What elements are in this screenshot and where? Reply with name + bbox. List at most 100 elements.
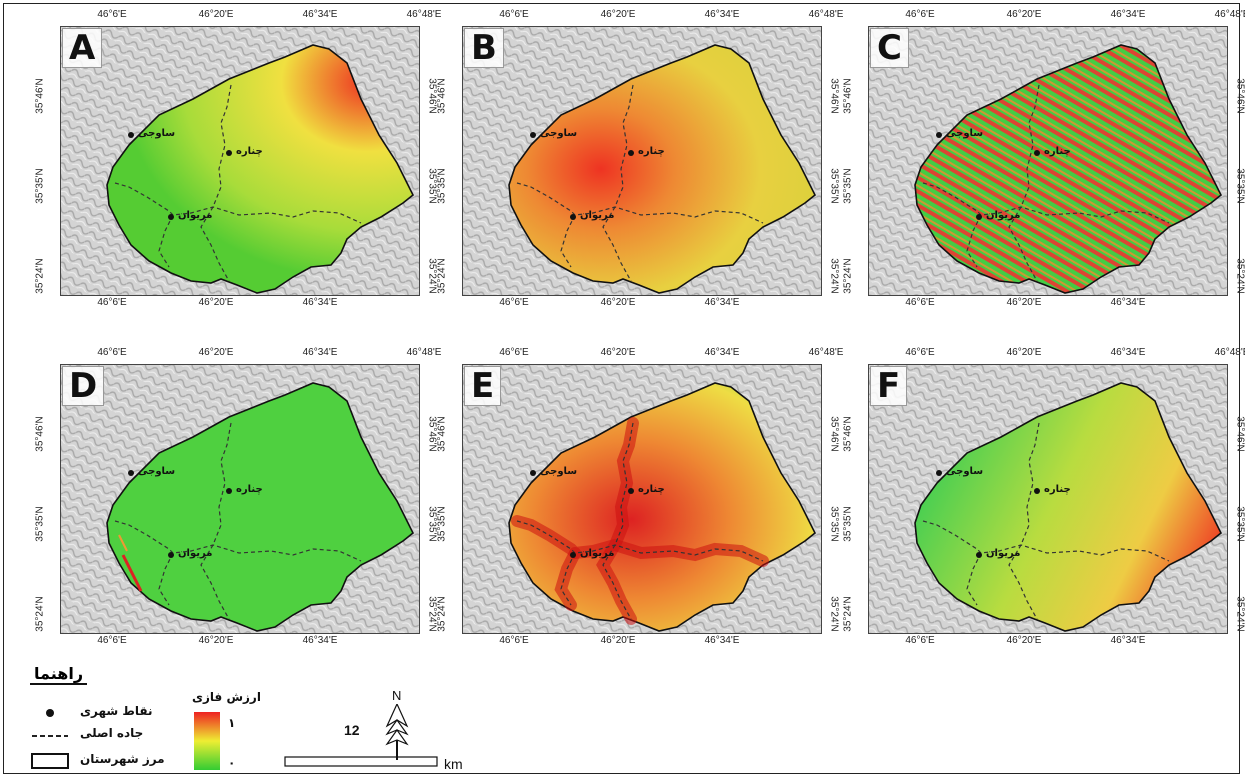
- city-label-chenareh: چناره: [1044, 484, 1071, 495]
- lon-tick-top: 46°34'E: [1110, 347, 1146, 358]
- city-point: [128, 132, 134, 138]
- city-label-chenareh: چناره: [638, 484, 665, 495]
- lat-tick-left: 35°35'N: [842, 506, 854, 542]
- lon-tick-top: 46°20'E: [600, 347, 636, 358]
- lat-tick-left: 35°35'N: [842, 168, 854, 204]
- main-road: [560, 214, 576, 268]
- main-road: [114, 520, 362, 562]
- legend-city-points: نقاط شهری: [80, 704, 153, 718]
- city-label-marivan: مریوان: [986, 210, 1020, 221]
- city-point: [936, 470, 942, 476]
- city-point: [628, 150, 634, 156]
- lat-tick-left: 35°46'N: [34, 78, 46, 114]
- main-road: [1008, 422, 1040, 620]
- lon-tick-bottom: 46°6'E: [97, 297, 127, 308]
- city-point: [936, 132, 942, 138]
- legend-title: راهنما: [30, 664, 88, 685]
- city-point: [570, 214, 576, 220]
- lon-tick-top: 46°6'E: [97, 9, 127, 20]
- city-point: [530, 470, 536, 476]
- city-label-sarvabad: ساوجی: [138, 466, 175, 477]
- city-point: [976, 552, 982, 558]
- map-area: ساوجی چناره مریوان: [60, 364, 420, 634]
- lon-tick-bottom: 46°6'E: [905, 297, 935, 308]
- lat-tick-right: 35°24'N: [1234, 258, 1245, 294]
- city-point: [168, 214, 174, 220]
- lat-tick-left: 35°35'N: [34, 168, 46, 204]
- panel-letter: B: [464, 28, 504, 68]
- city-label-sarvabad: ساوجی: [946, 466, 983, 477]
- map-area: ساوجی چناره مریوان: [462, 26, 822, 296]
- city-point: [1034, 150, 1040, 156]
- main-road: [922, 182, 1170, 224]
- main-road: [602, 422, 634, 620]
- main-road: [114, 182, 362, 224]
- main-road: [560, 552, 576, 606]
- lat-tick-right: 35°24'N: [1234, 596, 1245, 632]
- legend-county-boundary: مرز شهرستان: [80, 752, 165, 766]
- legend-low-value: ۰: [228, 756, 236, 770]
- lon-tick-top: 46°20'E: [600, 9, 636, 20]
- map-area: ساوجی چناره مریوان: [868, 26, 1228, 296]
- lat-tick-left: 35°46'N: [842, 416, 854, 452]
- map-panel-d: 46°6'E 46°20'E 46°34'E 46°48'E 46°6'E 46°20'E…: [30, 344, 442, 646]
- panel-letter: E: [464, 366, 502, 406]
- lon-tick-top: 46°34'E: [1110, 9, 1146, 20]
- lon-tick-bottom: 46°6'E: [905, 635, 935, 646]
- lon-tick-bottom: 46°6'E: [499, 297, 529, 308]
- lon-tick-top: 46°6'E: [905, 9, 935, 20]
- city-point: [530, 132, 536, 138]
- main-road: [200, 84, 232, 282]
- map-panel-c: 46°6'E 46°20'E 46°34'E 46°48'E 46°6'E 46°20'E…: [838, 6, 1245, 308]
- city-point-icon: [46, 709, 54, 717]
- map-panel-e: 46°6'E 46°20'E 46°34'E 46°48'E 46°6'E 46°20'E…: [432, 344, 844, 646]
- lon-tick-bottom: 46°20'E: [198, 297, 234, 308]
- legend-high-value: ۱: [228, 716, 236, 730]
- map-area: ساوجی چناره مریوان: [462, 364, 822, 634]
- lon-tick-bottom: 46°20'E: [198, 635, 234, 646]
- city-point: [226, 488, 232, 494]
- city-label-marivan: مریوان: [178, 210, 212, 221]
- city-label-marivan: مریوان: [580, 210, 614, 221]
- main-road: [158, 552, 174, 606]
- lon-tick-top: 46°20'E: [1006, 347, 1042, 358]
- county-polygon: [106, 382, 415, 632]
- scale-unit: km: [444, 756, 463, 772]
- lon-tick-bottom: 46°34'E: [1110, 635, 1146, 646]
- city-point: [570, 552, 576, 558]
- lat-tick-left: 35°24'N: [842, 258, 854, 294]
- lon-tick-bottom: 46°20'E: [1006, 635, 1042, 646]
- main-road: [922, 520, 1170, 562]
- lon-tick-top: 46°48'E: [406, 9, 442, 20]
- lon-tick-bottom: 46°20'E: [600, 635, 636, 646]
- map-panel-b: 46°6'E 46°20'E 46°34'E 46°48'E 46°6'E 46°20'E…: [432, 6, 844, 308]
- county-polygon: [508, 382, 817, 632]
- lon-tick-top: 46°20'E: [1006, 9, 1042, 20]
- panel-letter: F: [870, 366, 908, 406]
- main-road: [966, 552, 982, 606]
- lat-tick-left: 35°35'N: [436, 506, 448, 542]
- lon-tick-top: 46°6'E: [499, 347, 529, 358]
- legend: راهنما نقاط شهری جاده اصلی مرز شهرستان ا…: [0, 660, 600, 772]
- lat-tick-right: 35°46'N: [1234, 78, 1245, 114]
- city-label-marivan: مریوان: [178, 548, 212, 559]
- fuzzy-ramp: [194, 712, 220, 770]
- county-polygon: [508, 44, 817, 294]
- main-road: [516, 520, 764, 562]
- north-label: N: [392, 688, 402, 703]
- lat-tick-left: 35°24'N: [34, 596, 46, 632]
- main-road: [602, 84, 634, 282]
- city-point: [226, 150, 232, 156]
- lon-tick-top: 46°48'E: [1214, 9, 1245, 20]
- city-label-chenareh: چناره: [638, 146, 665, 157]
- map-panel-a: 46°6'E 46°20'E 46°34'E 46°48'E 46°6'E 46°20'E…: [30, 6, 442, 308]
- lat-tick-left: 35°46'N: [34, 416, 46, 452]
- lon-tick-top: 46°6'E: [97, 347, 127, 358]
- lon-tick-top: 46°20'E: [198, 9, 234, 20]
- map-area: ساوجی چناره مریوان: [868, 364, 1228, 634]
- county-polygon: [914, 382, 1223, 632]
- lat-tick-left: 35°35'N: [34, 506, 46, 542]
- main-road-icon: [32, 735, 68, 737]
- lon-tick-top: 46°6'E: [499, 9, 529, 20]
- lon-tick-bottom: 46°34'E: [704, 297, 740, 308]
